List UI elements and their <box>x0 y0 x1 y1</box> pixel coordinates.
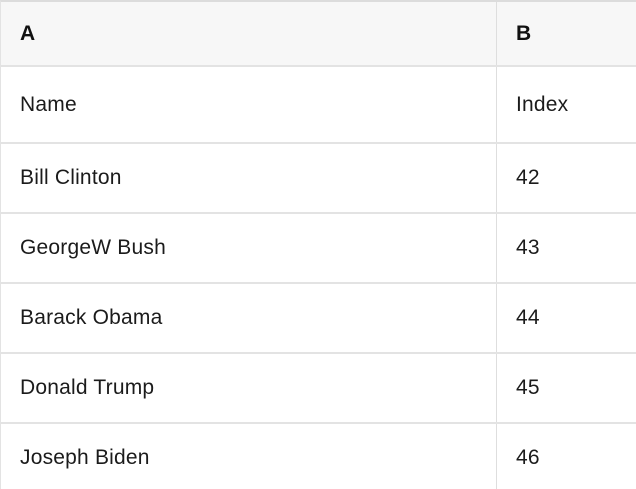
cell-name[interactable]: GeorgeW Bush <box>1 214 497 282</box>
cell-name-header[interactable]: Name <box>1 67 497 142</box>
cell-index-header[interactable]: Index <box>516 92 569 116</box>
cell-index[interactable]: 44 <box>516 306 540 329</box>
cell-index[interactable]: 42 <box>516 166 540 189</box>
column-header-row: A B <box>1 2 636 67</box>
table-row: Barack Obama 44 <box>1 284 636 354</box>
cell-name[interactable]: Barack Obama <box>1 284 497 352</box>
table-row: Bill Clinton 42 <box>1 144 636 214</box>
column-header-b[interactable]: B <box>516 21 532 45</box>
cell-index[interactable]: 43 <box>516 236 540 259</box>
cell-name[interactable]: Joseph Biden <box>1 424 497 489</box>
column-header-a[interactable]: A <box>1 2 497 65</box>
table-row: Joseph Biden 46 <box>1 424 636 489</box>
cell-index[interactable]: 45 <box>516 376 540 399</box>
cell-index[interactable]: 46 <box>516 446 540 469</box>
table-row: Name Index <box>1 67 636 144</box>
cell-name[interactable]: Bill Clinton <box>1 144 497 212</box>
cell-name[interactable]: Donald Trump <box>1 354 497 422</box>
table-row: Donald Trump 45 <box>1 354 636 424</box>
table-row: GeorgeW Bush 43 <box>1 214 636 284</box>
